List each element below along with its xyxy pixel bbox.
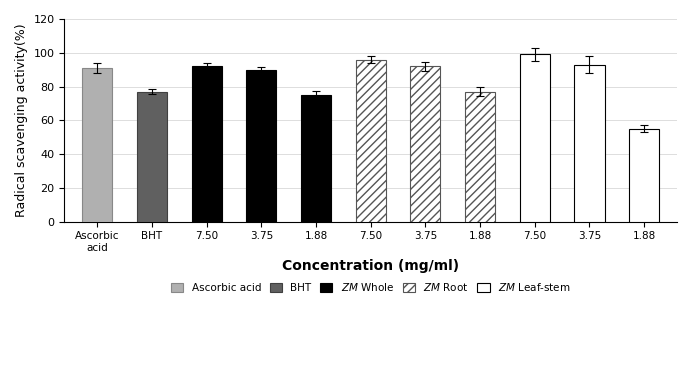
X-axis label: Concentration (mg/ml): Concentration (mg/ml): [282, 258, 459, 273]
Bar: [629, 129, 659, 222]
Legend: Ascorbic acid, BHT, $\it{ZM}$ Whole, $\it{ZM}$ Root, $\it{ZM}$ Leaf-stem: Ascorbic acid, BHT, $\it{ZM}$ Whole, $\i…: [167, 277, 575, 298]
Bar: [520, 54, 550, 222]
Bar: [465, 91, 495, 222]
Bar: [137, 91, 167, 222]
Bar: [246, 70, 276, 222]
Bar: [574, 65, 605, 222]
Bar: [301, 95, 331, 222]
Bar: [356, 59, 385, 222]
Bar: [192, 66, 221, 222]
Bar: [82, 68, 112, 222]
Y-axis label: Radical scavenging activity(%): Radical scavenging activity(%): [15, 23, 28, 217]
Bar: [410, 66, 440, 222]
